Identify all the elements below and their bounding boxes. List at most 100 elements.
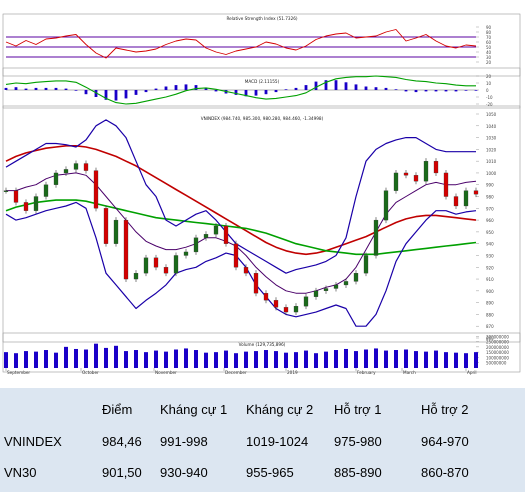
macd-histogram-bar [364,86,368,90]
macd-histogram-bar [124,90,128,99]
macd-histogram-bar [104,90,108,100]
candle-body [3,190,9,192]
macd-histogram-bar [474,90,478,91]
y-tick-label: 150000000 [486,350,509,355]
macd-histogram-bar [74,90,78,91]
x-tick-label: February [357,370,376,375]
y-tick-label: 40 [486,50,492,55]
bollinger-upper-line [5,119,476,274]
chart-background [0,0,525,388]
macd-histogram-bar [4,87,8,90]
x-tick-label: September [7,370,30,375]
row-label: VN30 [4,465,37,480]
candle-body [433,161,439,174]
volume-bar [334,350,338,368]
macd-histogram-bar [64,88,68,90]
candle-body [263,293,269,301]
volume-bar [304,350,308,368]
candle-body [163,267,169,274]
candle-body [363,255,369,274]
ma-green-line [5,199,477,256]
candle-body [83,163,89,171]
macd-histogram-bar [434,90,438,92]
y-tick-label: 880 [486,312,494,317]
header-diem: Điểm [102,402,133,417]
candle-body [213,225,219,235]
volume-bar [34,351,38,368]
y-tick-label: 890 [486,301,494,306]
candle-body [103,208,109,244]
technical-chart: Relative Strength Index (51.7326) 9080706… [0,0,525,388]
panel-title: MACD (2.11155) [245,79,280,84]
panel-title: VNINDEX (984.740, 985.300, 980.280, 984.… [201,116,324,121]
panel-title: Relative Strength Index (51.7326) [226,16,297,21]
volume-bar [24,351,28,368]
candle-body [33,196,39,211]
x-tick-label: April [467,370,477,375]
y-tick-label: 1050 [486,112,497,117]
volume-bar [104,347,108,368]
candle-body [203,234,209,238]
y-tick-label: 1030 [486,136,497,141]
y-tick-label: 910 [486,277,494,282]
candle-body [293,306,299,313]
y-tick-label: 0 [486,88,489,93]
macd-histogram-bar [134,90,138,95]
panel-frame [2,332,521,373]
y-tick-label: 980 [486,195,494,200]
volume-bar [364,349,368,368]
y-tick-label: 1000 [486,171,497,176]
y-tick-label: 950 [486,230,494,235]
volume-bar [224,350,228,368]
macd-histogram-bar [44,87,48,90]
candle-body [53,172,59,185]
table-row: VN30 901,50 930-940 955-965 885-890 860-… [0,461,525,487]
cell-ho-tro-1: 975-980 [334,434,382,449]
y-tick-label: 940 [486,242,494,247]
volume-bar [284,352,288,368]
panel-title: Volume (129,735,896) [239,342,286,347]
volume-bar [404,349,408,368]
volume-bar [294,352,298,368]
candle-body [303,296,309,307]
macd-histogram-bar [184,84,188,90]
header-khang-cu-2: Kháng cự 2 [246,402,314,417]
candle-body [463,190,469,207]
y-tick-label: 20 [486,74,492,79]
candle-body [133,273,139,280]
bollinger-middle-line [6,172,477,294]
support-resistance-table: Điểm Kháng cự 1 Kháng cự 2 Hỗ trợ 1 Hỗ t… [0,388,525,492]
macd-histogram-bar [314,81,318,90]
candle-body [123,219,129,280]
volume-bar [194,350,198,368]
macd-histogram-bar [54,87,58,90]
y-tick-label: 860 [486,336,494,341]
y-tick-label: 900 [486,289,494,294]
macd-histogram-bar [344,82,348,90]
volume-bar [4,352,8,368]
candle-body [113,219,119,244]
y-tick-label: 930 [486,253,494,258]
cell-diem: 901,50 [102,465,142,480]
header-ho-tro-2: Hỗ trợ 2 [421,402,469,417]
volume-bar [84,349,88,368]
macd-histogram-bar [194,85,198,90]
y-tick-label: 20 [486,60,492,65]
macd-histogram-bar [304,85,308,90]
macd-histogram-bar [14,87,18,90]
macd-histogram-bar [274,90,278,93]
candle-body [243,267,249,274]
volume-bar [264,350,268,368]
y-tick-label: -20 [486,102,493,107]
volume-bar [44,350,48,368]
volume-bar [464,353,468,368]
macd-histogram-bar [424,90,428,92]
y-tick-label: 100000000 [486,355,509,360]
macd-histogram-bar [374,87,378,90]
volume-bar [174,349,178,368]
y-tick-label: 960 [486,218,494,223]
volume-bar [94,343,98,368]
macd-histogram-bar [94,90,98,97]
candle-body [413,175,419,182]
cell-khang-cu-1: 991-998 [160,434,208,449]
